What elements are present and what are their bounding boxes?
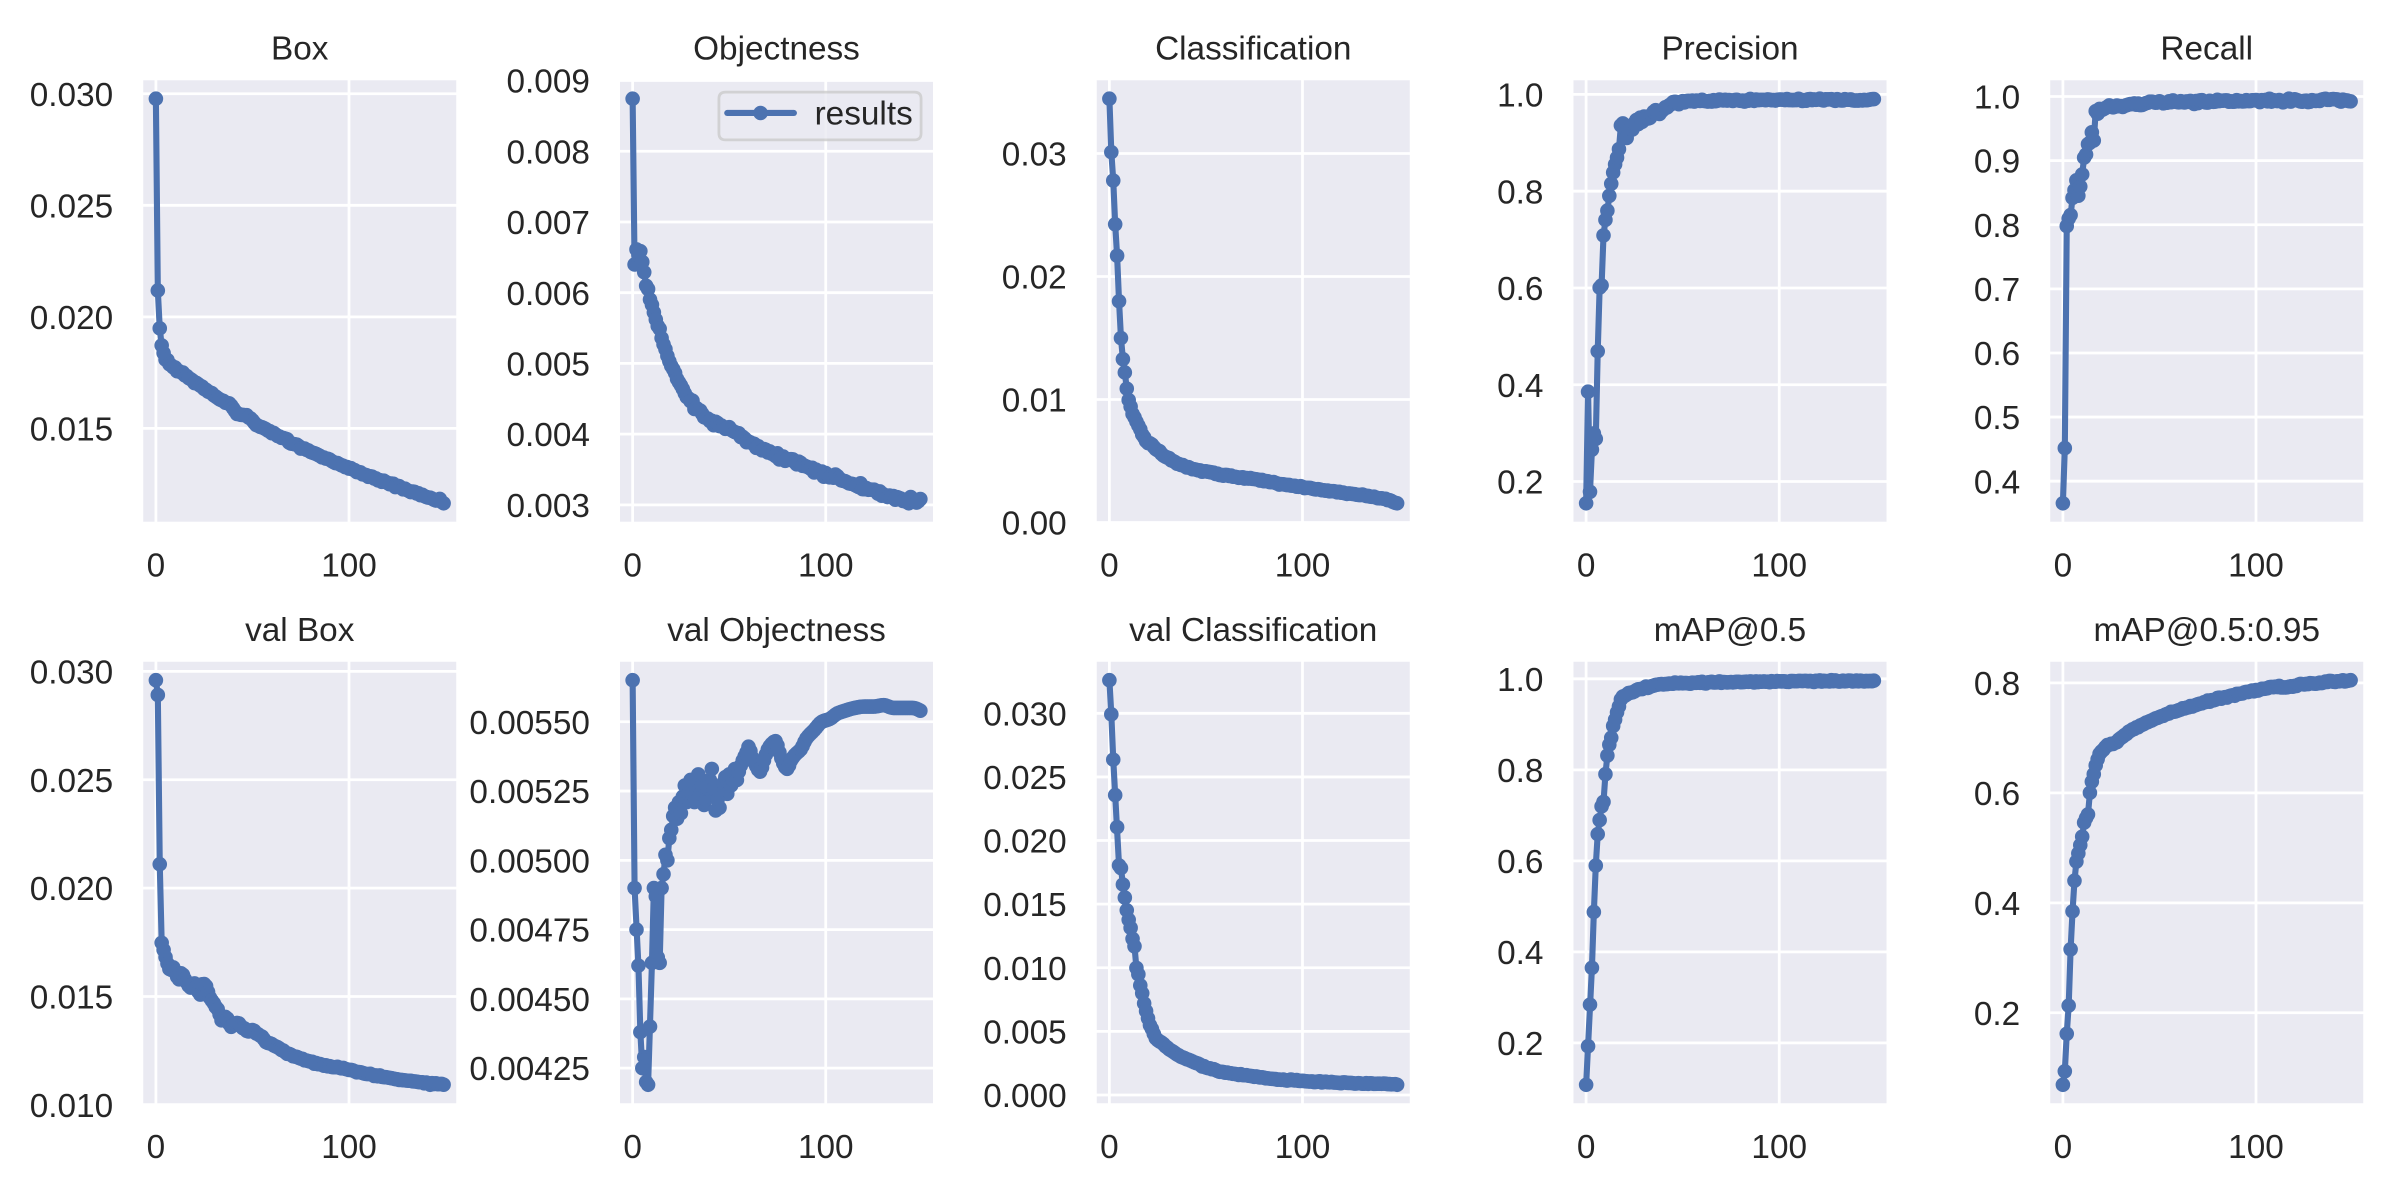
svg-text:0.02: 0.02 [1002,260,1067,297]
svg-text:0: 0 [623,547,642,584]
svg-text:val Box: val Box [245,612,355,649]
svg-text:Objectness: Objectness [693,30,860,67]
svg-text:0.4: 0.4 [1974,464,2020,501]
svg-text:100: 100 [798,1129,854,1166]
svg-text:0.020: 0.020 [30,300,113,337]
svg-text:0: 0 [623,1129,642,1166]
svg-text:0.015: 0.015 [983,887,1066,924]
svg-text:Precision: Precision [1661,30,1798,67]
svg-text:100: 100 [1275,1129,1331,1166]
svg-text:100: 100 [2228,1129,2284,1166]
svg-text:0.2: 0.2 [1497,465,1543,502]
svg-text:0.6: 0.6 [1497,271,1543,308]
svg-text:100: 100 [1751,547,1807,584]
svg-text:0.006: 0.006 [507,276,590,313]
svg-text:0.000: 0.000 [983,1078,1066,1115]
svg-text:0.007: 0.007 [507,205,590,242]
svg-text:0: 0 [147,547,166,584]
svg-text:0.4: 0.4 [1497,368,1543,405]
svg-text:0.025: 0.025 [983,760,1066,797]
svg-text:1.0: 1.0 [1497,77,1543,114]
svg-text:val Classification: val Classification [1129,612,1377,649]
svg-text:0.4: 0.4 [1497,935,1543,972]
svg-text:0.8: 0.8 [1974,666,2020,703]
svg-text:100: 100 [2228,547,2284,584]
svg-text:0: 0 [1100,547,1119,584]
svg-text:0.2: 0.2 [1974,996,2020,1033]
svg-text:0.00475: 0.00475 [469,913,589,950]
svg-text:0.00: 0.00 [1002,506,1067,543]
svg-text:Recall: Recall [2160,30,2253,67]
svg-text:0.020: 0.020 [983,824,1066,861]
svg-text:0.00500: 0.00500 [469,843,589,880]
svg-text:0.008: 0.008 [507,134,590,171]
svg-text:0.00450: 0.00450 [469,982,589,1019]
svg-text:0: 0 [2054,547,2073,584]
svg-text:0: 0 [1577,1129,1596,1166]
svg-text:100: 100 [798,547,854,584]
svg-text:0.9: 0.9 [1974,144,2020,181]
svg-text:0.03: 0.03 [1002,137,1067,174]
svg-text:100: 100 [1275,547,1331,584]
svg-text:0.8: 0.8 [1497,753,1543,790]
svg-text:1.0: 1.0 [1974,80,2020,117]
svg-text:0.015: 0.015 [30,411,113,448]
svg-text:val Objectness: val Objectness [667,612,886,649]
svg-text:0.8: 0.8 [1974,208,2020,245]
svg-text:0.020: 0.020 [30,871,113,908]
svg-text:0.00425: 0.00425 [469,1051,589,1088]
svg-text:100: 100 [1751,1129,1807,1166]
svg-text:0.00525: 0.00525 [469,774,589,811]
svg-text:0.010: 0.010 [30,1088,113,1125]
svg-text:0.015: 0.015 [30,980,113,1017]
svg-text:0.7: 0.7 [1974,272,2020,309]
svg-text:0.6: 0.6 [1974,776,2020,813]
svg-text:0.5: 0.5 [1974,400,2020,437]
svg-text:100: 100 [321,547,377,584]
svg-text:Box: Box [271,30,329,67]
svg-text:0: 0 [2054,1129,2073,1166]
svg-text:mAP@0.5:0.95: mAP@0.5:0.95 [2093,612,2320,649]
svg-text:100: 100 [321,1129,377,1166]
svg-text:0.005: 0.005 [983,1014,1066,1051]
svg-text:mAP@0.5: mAP@0.5 [1654,612,1806,649]
svg-text:0.030: 0.030 [983,696,1066,733]
svg-text:0.009: 0.009 [507,64,590,101]
svg-text:0.6: 0.6 [1497,844,1543,881]
svg-text:0.00550: 0.00550 [469,705,589,742]
svg-text:0.8: 0.8 [1497,174,1543,211]
svg-text:0.025: 0.025 [30,763,113,800]
svg-text:0.01: 0.01 [1002,383,1067,420]
svg-text:0.6: 0.6 [1974,336,2020,373]
svg-text:0.003: 0.003 [507,488,590,525]
svg-text:0.2: 0.2 [1497,1026,1543,1063]
svg-text:0.004: 0.004 [507,417,590,454]
svg-text:Classification: Classification [1155,30,1351,67]
svg-text:results: results [815,96,913,133]
svg-text:0.030: 0.030 [30,654,113,691]
svg-text:0.030: 0.030 [30,77,113,114]
svg-text:0: 0 [1577,547,1596,584]
svg-text:0.010: 0.010 [983,951,1066,988]
svg-text:0.005: 0.005 [507,346,590,383]
svg-text:1.0: 1.0 [1497,662,1543,699]
svg-text:0: 0 [147,1129,166,1166]
svg-text:0: 0 [1100,1129,1119,1166]
svg-text:0.4: 0.4 [1974,886,2020,923]
svg-text:0.025: 0.025 [30,188,113,225]
